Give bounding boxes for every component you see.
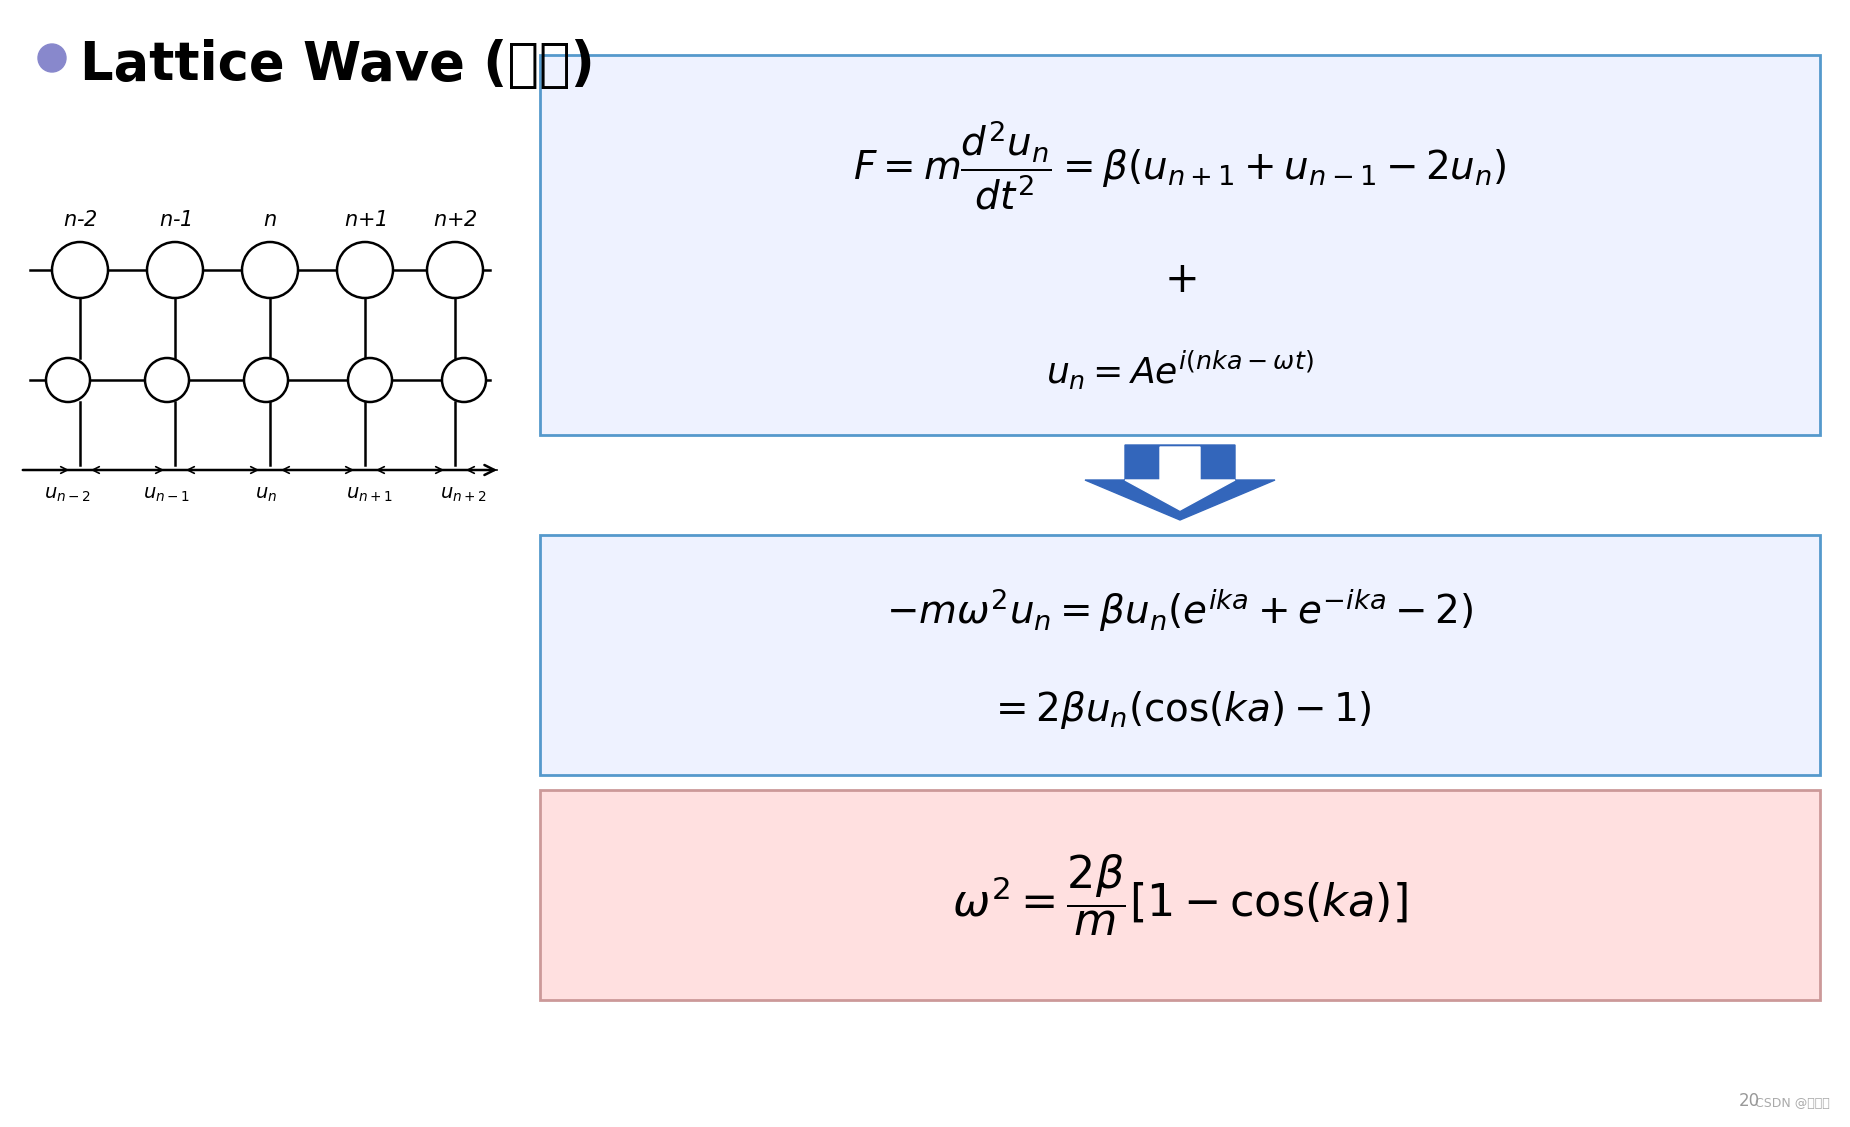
Circle shape [427, 242, 483, 298]
Text: $-m\omega^2 u_n = \beta u_n(e^{ika}+e^{-ika}-2)$: $-m\omega^2 u_n = \beta u_n(e^{ika}+e^{-… [886, 586, 1474, 633]
Text: $= 2\beta u_n(\cos(ka)-1)$: $= 2\beta u_n(\cos(ka)-1)$ [988, 689, 1373, 731]
Circle shape [39, 44, 67, 72]
Text: $u_n$: $u_n$ [255, 485, 278, 504]
Circle shape [442, 358, 487, 402]
Text: $u_{n-1}$: $u_{n-1}$ [144, 485, 191, 504]
Polygon shape [1084, 445, 1275, 520]
Text: $u_n = Ae^{i(nka-\omega t)}$: $u_n = Ae^{i(nka-\omega t)}$ [1045, 348, 1314, 391]
Circle shape [348, 358, 392, 402]
Text: 20: 20 [1739, 1092, 1759, 1110]
FancyBboxPatch shape [540, 535, 1820, 775]
Text: $n$+1: $n$+1 [344, 210, 387, 230]
Text: $u_{n-2}$: $u_{n-2}$ [44, 485, 91, 504]
Text: $u_{n+2}$: $u_{n+2}$ [440, 485, 488, 504]
Circle shape [337, 242, 392, 298]
Text: $\omega^2 = \dfrac{2\beta}{m}[1-\cos(ka)]$: $\omega^2 = \dfrac{2\beta}{m}[1-\cos(ka)… [953, 852, 1408, 938]
Text: $n$-1: $n$-1 [159, 210, 191, 230]
Circle shape [242, 242, 298, 298]
Polygon shape [1125, 447, 1236, 511]
Circle shape [52, 242, 107, 298]
Text: $n$-2: $n$-2 [63, 210, 98, 230]
Circle shape [146, 242, 204, 298]
Text: $u_{n+1}$: $u_{n+1}$ [346, 485, 394, 504]
Circle shape [244, 358, 289, 402]
Text: Lattice Wave (格波): Lattice Wave (格波) [80, 39, 594, 91]
FancyBboxPatch shape [540, 790, 1820, 1000]
Text: $+$: $+$ [1164, 259, 1197, 301]
FancyBboxPatch shape [540, 55, 1820, 435]
Text: $n$+2: $n$+2 [433, 210, 477, 230]
Text: $F = m\dfrac{d^2u_n}{dt^2} = \beta(u_{n+1}+u_{n-1}-2u_n)$: $F = m\dfrac{d^2u_n}{dt^2} = \beta(u_{n+… [853, 118, 1508, 212]
Text: $n$: $n$ [263, 210, 278, 230]
Circle shape [144, 358, 189, 402]
Text: CSDN @严正安: CSDN @严正安 [1756, 1097, 1830, 1110]
Circle shape [46, 358, 91, 402]
